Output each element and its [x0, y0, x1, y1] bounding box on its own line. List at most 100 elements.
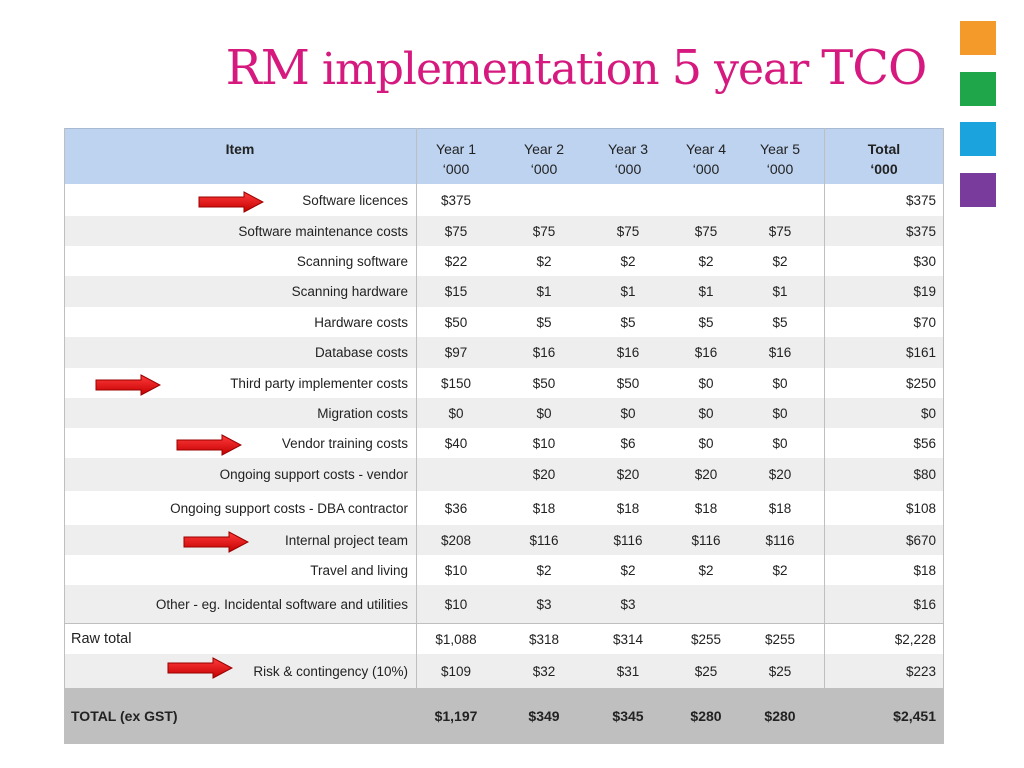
row-item-label: Scanning software: [296, 253, 408, 269]
row-year-1-value: $10: [444, 596, 468, 612]
header-year-4-unit: ‘000: [692, 161, 720, 177]
row-year-1-value: $0: [448, 405, 464, 421]
row-year-3-value: $5: [620, 314, 636, 330]
row-year-1-value: $40: [444, 435, 468, 451]
header-year-1-unit: ‘000: [442, 161, 470, 177]
row-total-value: $250: [905, 375, 936, 391]
row-year-3-value: $75: [616, 223, 640, 239]
raw-total-y4: $255: [690, 631, 722, 647]
row-year-2-value: $50: [532, 375, 556, 391]
row-total-value: $16: [913, 596, 936, 612]
row-year-5-value: [740, 585, 820, 623]
accent-square-purple: [960, 173, 996, 207]
row-item-label: Hardware costs: [314, 314, 408, 330]
raw-total-label: Raw total: [71, 631, 132, 647]
grand-total-y5: $280: [764, 708, 796, 724]
grand-total-row: TOTAL (ex GST) $1,197 $349 $345 $280 $28…: [64, 688, 944, 744]
raw-total-y5: $255: [764, 631, 796, 647]
row-total-value: $56: [913, 435, 936, 451]
row-year-4-value: $0: [698, 405, 714, 421]
row-year-2-value: $0: [536, 405, 552, 421]
row-year-3-value: $1: [620, 284, 636, 299]
row-total-value: $18: [913, 562, 936, 578]
header-year-4: Year 4 ‘000: [666, 129, 746, 184]
header-year-3-label: Year 3: [608, 141, 648, 157]
red-arrow-icon: [183, 531, 250, 553]
row-item-label: Database costs: [314, 345, 408, 360]
row-year-4-value: $2: [698, 562, 714, 578]
red-arrow-icon: [176, 434, 243, 456]
row-year-4-value: $2: [698, 253, 714, 269]
header-total: Total ‘000: [824, 129, 944, 184]
red-arrow-icon: [167, 657, 234, 679]
title-five: 5: [671, 40, 703, 96]
row-year-2-value: $2: [536, 562, 552, 578]
table-row: Migration costs $0 $0 $0 $0 $0 $0: [64, 398, 944, 428]
page-title: RM implementation 5 year TCO: [0, 40, 1024, 96]
row-year-4-value: $116: [691, 532, 721, 548]
row-item-label: Third party implementer costs: [230, 375, 408, 391]
row-total-value: $670: [905, 532, 936, 548]
table-row: Scanning hardware $15 $1 $1 $1 $1 $19: [64, 276, 944, 307]
accent-square-blue: [960, 122, 996, 156]
header-year-5: Year 5 ‘000: [740, 129, 820, 184]
row-year-5-value: $16: [768, 345, 792, 360]
table-row: Hardware costs $50 $5 $5 $5 $5 $70: [64, 307, 944, 337]
divider-item-column: [416, 128, 417, 688]
row-year-2-value: $116: [529, 532, 559, 548]
row-year-4-value: $18: [694, 500, 718, 516]
table-row: Software maintenance costs $75 $75 $75 $75 $7…: [64, 216, 944, 246]
red-arrow-icon: [95, 374, 162, 396]
row-item-label: Ongoing support costs - DBA contractor: [170, 500, 408, 516]
divider-total-column: [824, 128, 825, 688]
row-year-4-value: $75: [694, 223, 718, 239]
header-year-5-unit: ‘000: [766, 161, 794, 177]
table-right-border: [943, 128, 944, 688]
row-year-2-value: $20: [532, 467, 556, 482]
raw-total-y1: $1,088: [435, 631, 477, 647]
table-row: Software licences $375 $375: [64, 184, 944, 216]
row-item-label: Travel and living: [310, 562, 408, 578]
row-year-4-value: [666, 585, 746, 623]
table-header-row: Item Year 1 ‘000 Year 2 ‘000 Year 3 ‘000 Ye…: [64, 128, 944, 184]
risk-y3: $31: [616, 663, 640, 679]
row-year-3-value: [588, 184, 668, 216]
row-year-2-value: $1: [536, 284, 552, 299]
row-year-1-value: $10: [444, 562, 468, 578]
row-year-5-value: [740, 184, 820, 216]
row-year-1-value: $208: [440, 532, 472, 548]
grand-total-total: $2,451: [893, 708, 936, 724]
risk-y4: $25: [694, 663, 718, 679]
row-year-5-value: $18: [768, 500, 792, 516]
header-year-2: Year 2 ‘000: [504, 129, 584, 184]
row-year-3-value: $2: [620, 562, 636, 578]
row-year-4-value: $16: [694, 345, 718, 360]
row-year-1-value: [416, 458, 496, 491]
table-row: Vendor training costs $40 $10 $6 $0 $0 $56: [64, 428, 944, 458]
row-year-2-value: $3: [536, 596, 552, 612]
raw-total-y2: $318: [528, 631, 560, 647]
title-rm: RM: [225, 40, 310, 96]
title-year: year: [701, 44, 822, 95]
raw-total-total: $2,228: [894, 631, 936, 647]
row-year-3-value: $6: [620, 435, 636, 451]
red-arrow-icon: [198, 191, 265, 213]
row-year-5-value: $0: [772, 375, 788, 391]
header-item: Item: [225, 141, 255, 157]
row-year-2-value: [504, 184, 584, 216]
row-year-2-value: $10: [532, 435, 556, 451]
row-year-4-value: $5: [698, 314, 714, 330]
row-year-3-value: $116: [613, 532, 643, 548]
grand-total-y4: $280: [690, 708, 722, 724]
row-item-label: Software maintenance costs: [238, 223, 408, 239]
accent-square-green: [960, 72, 996, 106]
table-row: Database costs $97 $16 $16 $16 $16 $161: [64, 337, 944, 368]
raw-total-row: Raw total $1,088 $318 $314 $255 $255 $2,…: [64, 623, 944, 654]
row-item-label: Software licences: [302, 192, 408, 208]
row-item-label: Ongoing support costs - vendor: [219, 467, 408, 482]
row-total-value: $19: [913, 284, 936, 299]
row-year-1-value: $75: [444, 223, 468, 239]
row-year-1-value: $36: [444, 500, 468, 516]
table-row: Third party implementer costs $150 $50 $50 $…: [64, 368, 944, 398]
title-implementation: implementation: [308, 44, 672, 95]
